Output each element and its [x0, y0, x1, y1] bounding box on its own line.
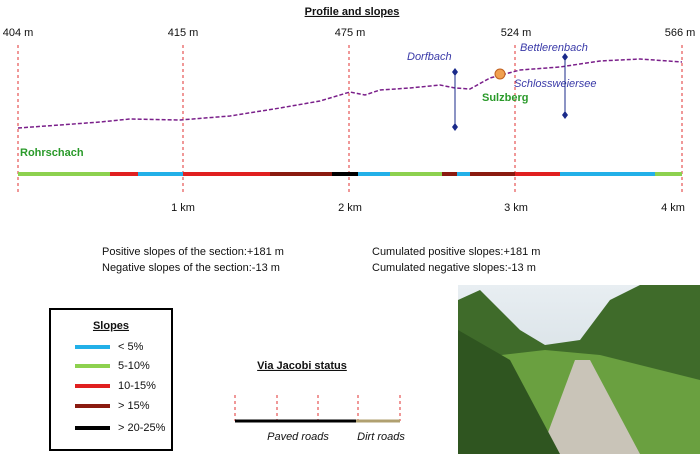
- status-title: Via Jacobi status: [257, 360, 347, 372]
- village-marker: [494, 68, 506, 80]
- elevation-label: 566 m: [665, 27, 696, 39]
- stream-label: Dorfbach: [407, 51, 452, 63]
- elevation-label: 415 m: [168, 27, 199, 39]
- stream-label: Bettlerenbach: [520, 42, 588, 54]
- stat: Negative slopes of the section:-13 m: [102, 262, 280, 274]
- legend-title: Slopes: [93, 320, 129, 332]
- legend-label: > 20-25%: [118, 422, 166, 434]
- km-label: 2 km: [338, 202, 362, 214]
- status-label: Paved roads: [267, 431, 329, 443]
- photo-road: [540, 360, 640, 454]
- km-label: 3 km: [504, 202, 528, 214]
- profile-line: [17, 58, 683, 129]
- status-label: Dirt roads: [357, 431, 405, 443]
- stats: Positive slopes of the section:+181 m Ne…: [102, 246, 540, 274]
- stat: Cumulated positive slopes:+181 m: [372, 246, 540, 258]
- stat: Positive slopes of the section:+181 m: [102, 246, 284, 258]
- photo-hedge: [458, 330, 560, 454]
- place-label: Sulzberg: [482, 92, 528, 104]
- km-label: 1 km: [171, 202, 195, 214]
- km-label: 4 km: [661, 202, 685, 214]
- stat: Cumulated negative slopes:-13 m: [372, 262, 536, 274]
- legend-label: < 5%: [118, 341, 144, 353]
- elevation-label: 475 m: [335, 27, 366, 39]
- places: Rohrschach Sulzberg Dorfbach Bettlerenba…: [20, 42, 597, 159]
- legend-box: [49, 308, 173, 451]
- lake-label: Schlossweiersee: [514, 78, 597, 90]
- legend-label: 10-15%: [118, 380, 156, 392]
- title: Profile and slopes: [305, 6, 400, 18]
- status: Via Jacobi status Paved roads Dirt roads: [234, 360, 405, 443]
- place-label: Rohrschach: [20, 147, 84, 159]
- photo: [458, 285, 700, 454]
- legend-label: 5-10%: [118, 360, 150, 372]
- legend: Slopes < 5% 5-10% 10-15% > 15% > 20-25%: [49, 308, 173, 451]
- legend-label: > 15%: [118, 400, 150, 412]
- elevation-label: 524 m: [501, 27, 532, 39]
- elevation-label: 404 m: [3, 27, 34, 39]
- km-labels: 1 km 2 km 3 km 4 km: [171, 202, 685, 214]
- elevation-labels: 404 m 415 m 475 m 524 m 566 m: [3, 27, 696, 39]
